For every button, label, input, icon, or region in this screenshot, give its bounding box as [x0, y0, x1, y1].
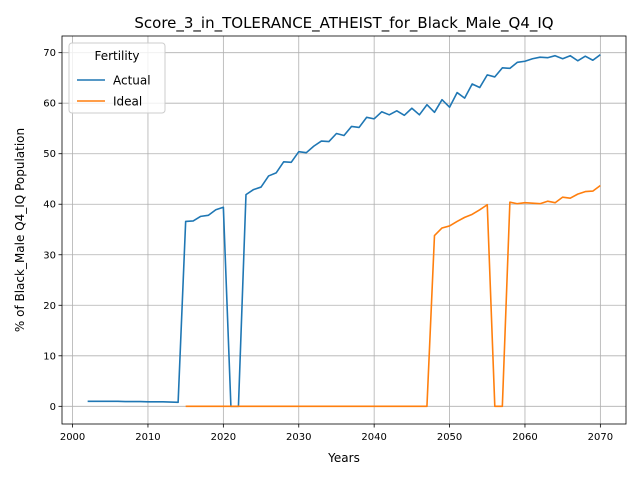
- axis-ticks: 2000 2010 2020 2030 2040 2050 2060 207001020304…: [43, 48, 613, 443]
- legend: Fertility Actual Ideal: [68, 42, 166, 114]
- x-tick-label: 2010: [135, 432, 160, 443]
- y-tick-label: 70: [43, 48, 56, 59]
- y-axis-label: % of Black_Male Q4_IQ Population: [13, 128, 27, 332]
- legend-title: Fertility: [94, 49, 139, 63]
- series-lines: [87, 54, 601, 408]
- series-line-ideal: [185, 184, 601, 408]
- x-tick-label: 2060: [512, 432, 537, 443]
- x-tick-label: 2020: [211, 432, 236, 443]
- x-tick-label: 2070: [588, 432, 613, 443]
- y-tick-label: 20: [43, 301, 56, 312]
- x-tick-label: 2030: [286, 432, 311, 443]
- legend-entries: Actual Ideal: [77, 74, 151, 109]
- chart-title: Score_3_in_TOLERANCE_ATHEIST_for_Black_M…: [134, 14, 553, 33]
- y-tick-label: 60: [43, 99, 56, 110]
- y-tick-label: 50: [43, 149, 56, 160]
- legend-label: Ideal: [113, 95, 142, 109]
- x-axis-label: Years: [327, 451, 360, 465]
- y-tick-label: 0: [50, 402, 56, 413]
- y-tick-label: 40: [43, 200, 56, 211]
- x-tick-label: 2000: [60, 432, 85, 443]
- legend-box: [68, 42, 166, 114]
- plot-area-frame: [61, 35, 627, 425]
- x-tick-label: 2040: [361, 432, 386, 443]
- x-tick-label: 2050: [437, 432, 462, 443]
- grid-lines: [62, 36, 626, 424]
- series-line-actual: [87, 54, 601, 408]
- y-tick-label: 10: [43, 351, 56, 362]
- legend-label: Actual: [113, 74, 151, 88]
- y-tick-label: 30: [43, 250, 56, 261]
